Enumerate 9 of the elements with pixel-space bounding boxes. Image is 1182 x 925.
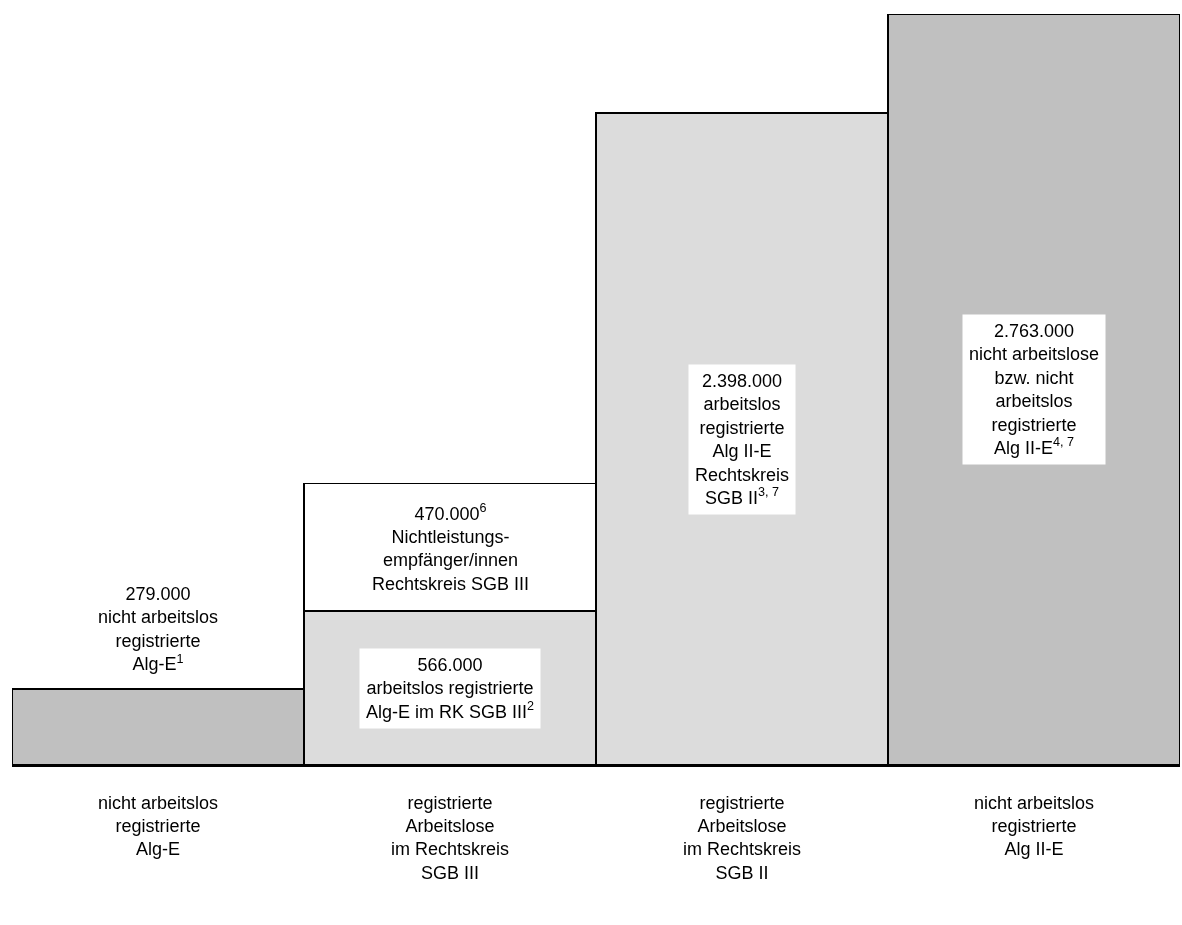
x-tick-label: nicht arbeitslos registrierte Alg II-E xyxy=(973,792,1095,860)
data-label: 279.000 nicht arbeitslos registrierte Alg-E$^{1}$ xyxy=(98,584,219,675)
data-label: 470.000$^{6}$ Nichtleistungs- empfänger/innen Rechtskreis SGB III xyxy=(372,501,530,594)
x-tick-label: nicht arbeitslos registrierte Alg-E xyxy=(97,792,219,860)
data-label: 2.398.000 arbeitslos registrierte Alg II-E Rechtskreis SGB II$^{3, 7}$ xyxy=(695,371,790,508)
data-label: 566.000 arbeitslos registrierte Alg-E im RK SGB III$^{2}$ xyxy=(366,655,535,722)
x-tick-label: registrierte Arbeitslose im Rechtskreis SGB II xyxy=(682,792,802,883)
data-label: 2.763.000 nicht arbeitslose bzw. nicht arbeitslos registrierte Alg II-E$^{4, 7}$ xyxy=(969,321,1100,458)
x-tick-label: registrierte Arbeitslose im Rechtskreis SGB III xyxy=(390,792,510,883)
